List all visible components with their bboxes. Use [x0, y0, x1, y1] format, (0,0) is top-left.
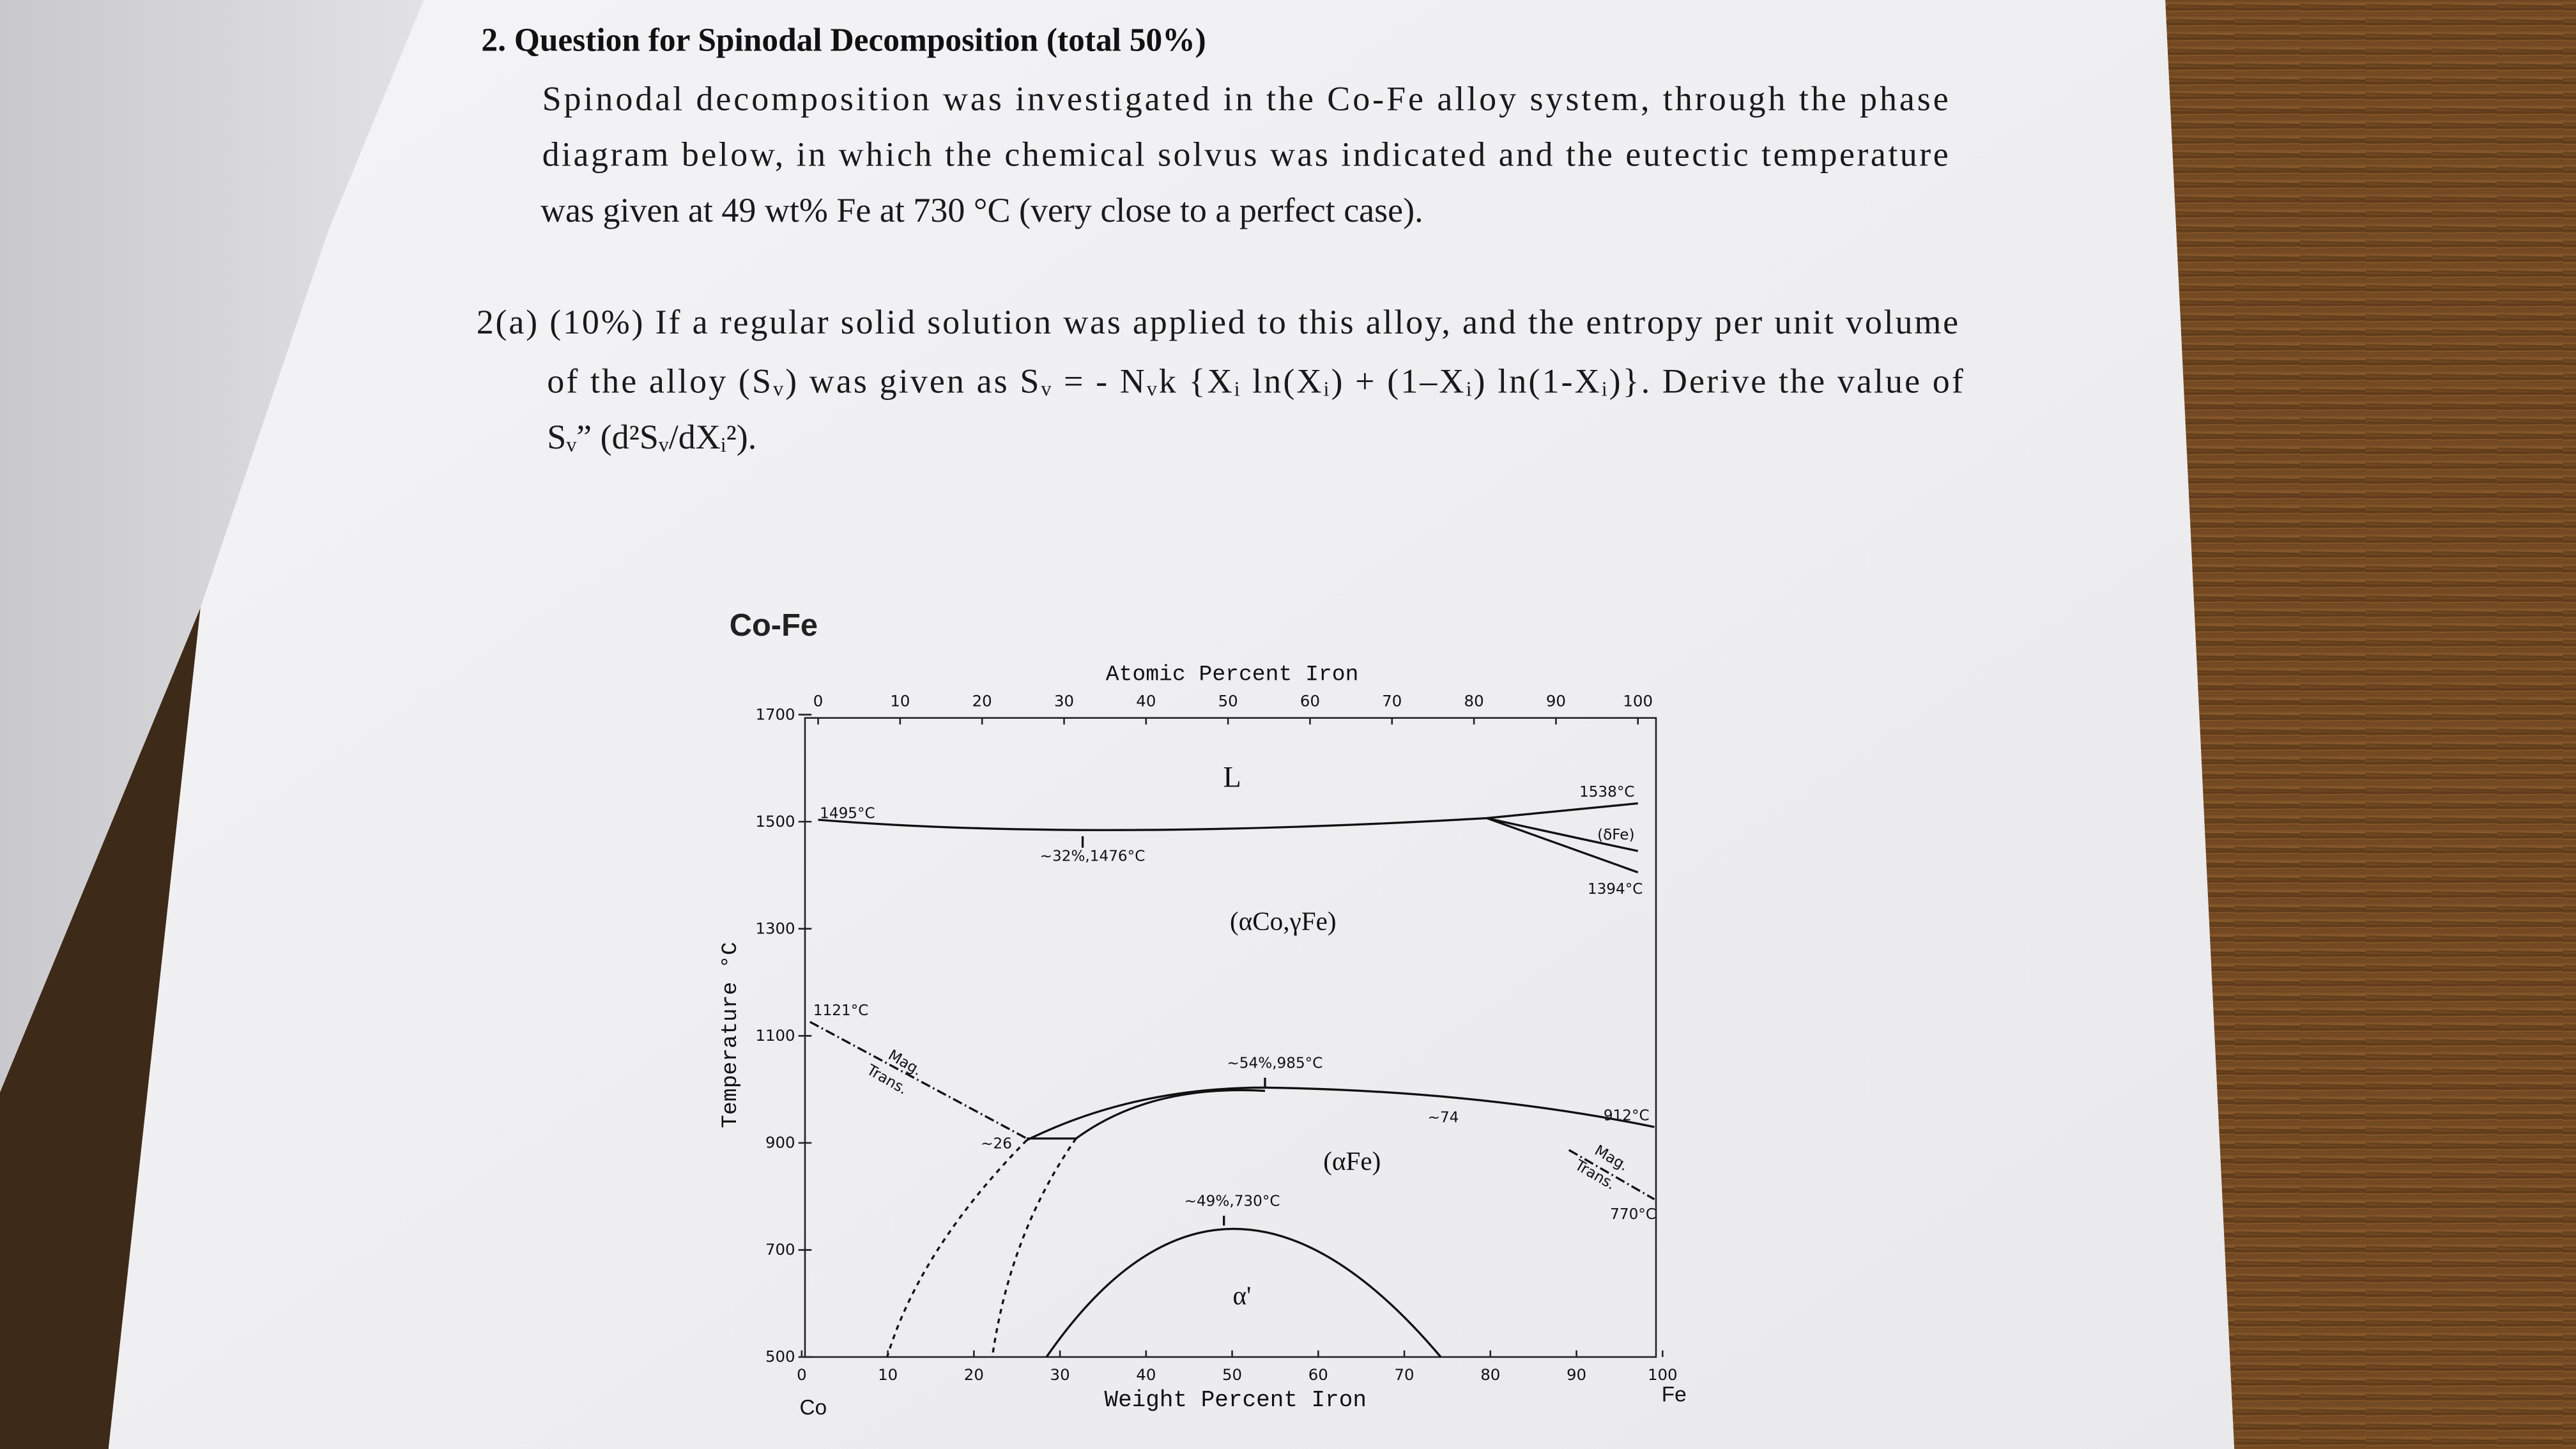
top-tick-label: 50	[1218, 692, 1238, 710]
annotation: ~32%,1476°C	[1040, 848, 1146, 864]
magnetic-transition	[809, 1020, 1027, 1140]
y-tick-label: 1700	[755, 705, 795, 723]
paragraph-line: Spinodal decomposition was investigated …	[542, 79, 1949, 118]
paragraph-line: Sᵥ” (d²Sᵥ/dXᵢ²).	[547, 418, 756, 456]
top-tick-label: 70	[1382, 692, 1402, 710]
y-tick-label: 900	[765, 1133, 795, 1152]
delta-boundary	[1486, 816, 1639, 874]
paragraph-line: was given at 49 wt% Fe at 730 °C (very c…	[540, 191, 1423, 229]
top-tick-label: 100	[1623, 692, 1653, 710]
annotation: 912°C	[1604, 1108, 1650, 1124]
annotation: ~54%,985°C	[1227, 1055, 1322, 1071]
y-tick-label: 500	[765, 1347, 795, 1366]
delta-boundary	[1486, 816, 1639, 852]
annotation: 770°C	[1610, 1206, 1656, 1223]
annotation: 1495°C	[820, 806, 875, 822]
annotation: 1121°C	[813, 1002, 869, 1019]
x-tick-label: 90	[1567, 1365, 1586, 1384]
top-tick-label: 30	[1054, 692, 1074, 710]
top-tick-label: 60	[1300, 692, 1320, 710]
shadow	[0, 608, 201, 1449]
annotation: ~49%,730°C	[1184, 1193, 1280, 1209]
annotation: ~74	[1428, 1109, 1459, 1126]
x-tick-label: 80	[1480, 1365, 1500, 1384]
x-tick-label: 20	[964, 1365, 984, 1384]
figure-title: Co-Fe	[730, 608, 818, 643]
y-tick-label: 1100	[755, 1026, 795, 1045]
top-axis-label: Atomic Percent Iron	[1106, 663, 1359, 687]
paragraph-line: 2(a) (10%) If a regular solid solution w…	[477, 303, 1958, 341]
top-tick-label: 20	[972, 692, 992, 710]
phase-diagram: Co-Fe Atomic Percent Iron Weight Percent…	[718, 608, 1687, 1420]
chemical-solvus	[1045, 1227, 1442, 1358]
arrow	[1081, 836, 1266, 1226]
end-label: Co	[799, 1396, 827, 1420]
paper	[108, 0, 2235, 1449]
x-tick-label: 70	[1395, 1365, 1414, 1384]
end-label: Fe	[1662, 1383, 1687, 1406]
x-tick-label: 0	[797, 1365, 807, 1384]
annotation: 1394°C	[1588, 881, 1643, 898]
dashed-boundary	[885, 1139, 1028, 1358]
top-tick-label: 40	[1136, 692, 1156, 710]
phase-label: (δFe)	[1597, 827, 1634, 843]
y-tick-label: 1300	[755, 919, 795, 937]
annotation: ~26	[981, 1135, 1012, 1152]
liquidus	[818, 802, 1638, 831]
phase-label: (αCo,γFe)	[1230, 906, 1337, 936]
x-tick-label: 50	[1222, 1365, 1242, 1384]
x-tick-label: 40	[1136, 1365, 1156, 1384]
top-tick-label: 80	[1464, 692, 1484, 710]
top-tick-label: 10	[890, 692, 910, 710]
phase-label: (αFe)	[1323, 1146, 1381, 1176]
magnetic-transition	[1568, 1149, 1655, 1200]
top-tick-label: 90	[1546, 692, 1566, 710]
paragraph-line: diagram below, in which the chemical sol…	[542, 135, 1949, 174]
phase-label: L	[1223, 762, 1241, 794]
paragraph-line: of the alloy (Sᵥ) was given as Sᵥ = - Nᵥ…	[547, 362, 1963, 401]
gamma-alpha-boundary	[1026, 1086, 1655, 1142]
dashed-boundary	[991, 1138, 1077, 1358]
phase-label: α'	[1233, 1281, 1252, 1310]
x-tick-label: 10	[878, 1365, 898, 1384]
top-tick-label: 0	[813, 692, 824, 710]
x-tick-label: 30	[1050, 1365, 1070, 1384]
gamma-alpha-boundary	[1075, 1089, 1266, 1140]
annotation: 1538°C	[1579, 784, 1635, 801]
plot-frame	[804, 717, 1657, 1358]
curled-page	[0, 0, 424, 1092]
x-tick-label: 60	[1308, 1365, 1328, 1384]
x-tick-label: 100	[1648, 1365, 1678, 1384]
y-tick-label: 700	[765, 1240, 795, 1259]
heading: 2. Question for Spinodal Decomposition (…	[481, 22, 1206, 59]
bottom-axis-label: Weight Percent Iron	[1104, 1387, 1366, 1413]
y-axis-label: Temperature °C	[718, 942, 743, 1128]
y-tick-label: 1500	[755, 812, 795, 831]
